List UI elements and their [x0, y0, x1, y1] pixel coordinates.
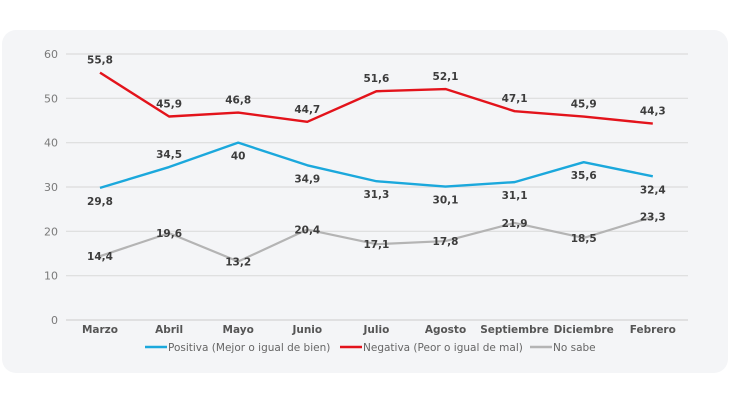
data-label: 44,3 — [640, 106, 666, 118]
legend-label: No sabe — [553, 342, 596, 354]
grid-lines — [66, 53, 688, 321]
data-label: 31,3 — [363, 189, 389, 201]
legend-label: Negativa (Peor o igual de mal) — [363, 342, 523, 354]
data-label: 34,9 — [294, 173, 320, 185]
x-tick-label: Diciembre — [554, 324, 614, 336]
data-label: 18,5 — [571, 233, 597, 245]
series-line-negativa — [99, 71, 653, 125]
data-label: 17,8 — [433, 236, 459, 248]
data-label: 55,8 — [87, 55, 113, 67]
data-label: 19,6 — [156, 228, 182, 240]
y-tick-label: 0 — [51, 314, 58, 327]
data-label: 21,9 — [502, 218, 528, 230]
data-labels: 29,8 34,5 40 34,9 31,3 30,1 31,1 35,6 32,4 55,8 45… — [87, 55, 666, 269]
x-tick-label: Mayo — [223, 324, 254, 336]
y-tick-label: 60 — [44, 48, 58, 61]
x-tick-label: Marzo — [82, 324, 118, 336]
y-tick-label: 20 — [44, 225, 58, 238]
x-tick-label: Febrero — [630, 324, 676, 336]
data-label: 20,4 — [294, 225, 320, 237]
x-tick-label: Abril — [155, 324, 183, 336]
x-tick-label: Agosto — [425, 324, 466, 336]
y-tick-label: 50 — [44, 92, 58, 105]
x-axis: Marzo Abril Mayo Junio Julio Agosto Septiembre… — [82, 324, 676, 336]
data-label: 51,6 — [363, 73, 389, 85]
data-label: 13,2 — [225, 256, 251, 268]
series-lines — [99, 71, 654, 263]
data-label: 45,9 — [571, 99, 597, 111]
data-label: 47,1 — [502, 93, 528, 105]
y-axis: 0 10 20 30 40 50 60 — [44, 48, 58, 327]
data-label: 29,8 — [87, 196, 113, 208]
data-label: 23,3 — [640, 212, 666, 224]
data-label: 31,1 — [502, 190, 528, 202]
data-label: 46,8 — [225, 95, 251, 107]
data-label: 14,4 — [87, 251, 113, 263]
y-tick-label: 30 — [44, 181, 58, 194]
series-line-no-sabe — [99, 215, 654, 263]
x-tick-label: Julio — [363, 324, 390, 336]
x-tick-label: Junio — [291, 324, 322, 336]
data-label: 34,5 — [156, 149, 182, 161]
data-label: 32,4 — [640, 184, 666, 196]
data-label: 35,6 — [571, 170, 597, 182]
x-tick-label: Septiembre — [480, 324, 549, 336]
data-label: 44,7 — [294, 104, 320, 116]
data-label: 52,1 — [433, 71, 459, 83]
y-tick-label: 40 — [44, 137, 58, 150]
data-label: 30,1 — [433, 195, 459, 207]
legend: Positiva (Mejor o igual de bien) Negativa… — [145, 342, 596, 354]
legend-label: Positiva (Mejor o igual de bien) — [168, 342, 330, 354]
data-label: 40 — [231, 151, 246, 163]
y-tick-label: 10 — [44, 270, 58, 283]
series-line-positiva — [99, 141, 654, 190]
data-label: 45,9 — [156, 99, 182, 111]
data-label: 17,1 — [363, 239, 389, 251]
